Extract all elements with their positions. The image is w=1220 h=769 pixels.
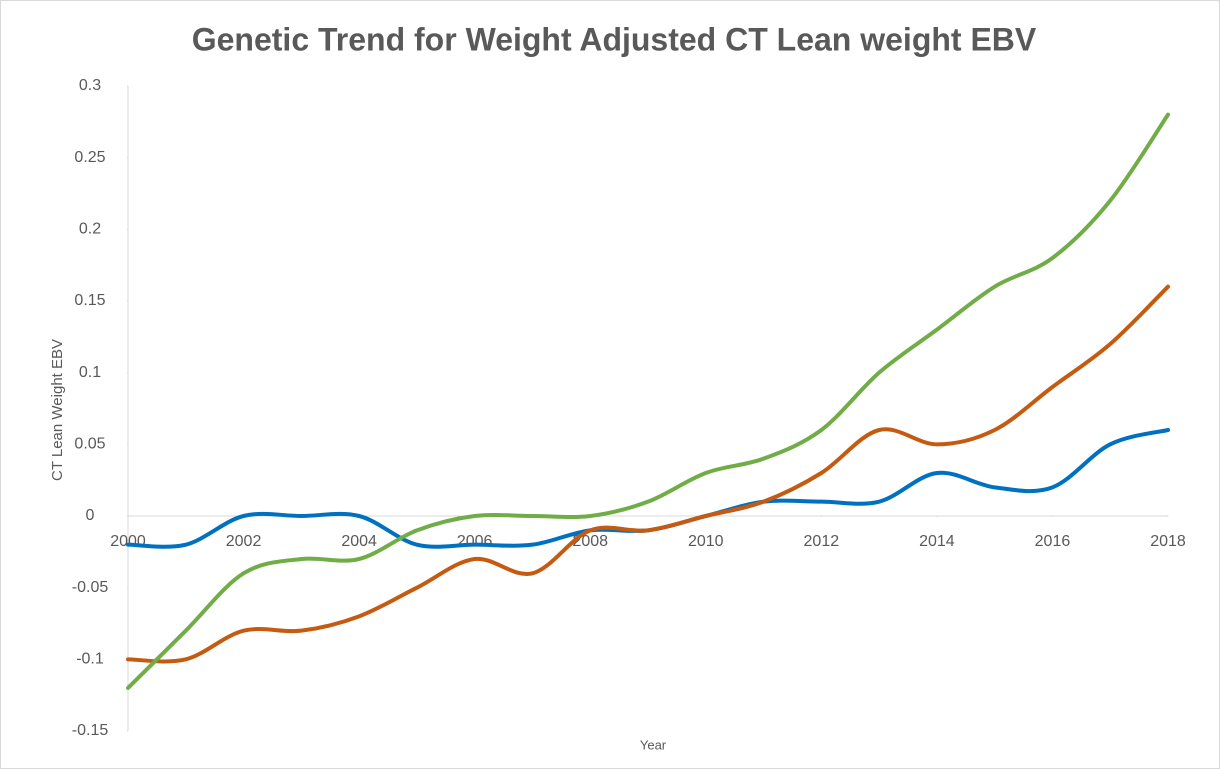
x-tick-label: 2002 xyxy=(226,533,262,550)
y-tick-label: 0.05 xyxy=(74,436,105,453)
x-tick-label: 2016 xyxy=(1035,533,1071,550)
y-tick-label: 0.3 xyxy=(79,77,101,94)
x-axis-title: Year xyxy=(640,737,667,752)
y-tick-label: 0.1 xyxy=(79,364,101,381)
x-tick-label: 2010 xyxy=(688,533,724,550)
y-tick-label: 0.15 xyxy=(74,292,105,309)
series-line xyxy=(126,112,1170,690)
x-tick-label: 2014 xyxy=(919,533,955,550)
x-tick-label: 2018 xyxy=(1150,533,1186,550)
y-axis-title: CT Lean Weight EBV xyxy=(49,339,66,481)
x-tick-label: 2000 xyxy=(110,533,146,550)
x-tick-label: 2006 xyxy=(457,533,493,550)
y-tick-label: 0.2 xyxy=(79,221,101,238)
y-tick-label: 0 xyxy=(86,507,95,524)
y-tick-label: -0.05 xyxy=(72,579,109,596)
y-tick-label: -0.15 xyxy=(72,722,109,739)
chart-title: Genetic Trend for Weight Adjusted CT Lea… xyxy=(192,21,1037,57)
x-tick-label: 2004 xyxy=(341,533,377,550)
y-tick-label: -0.1 xyxy=(76,651,104,668)
x-tick-label: 2012 xyxy=(804,533,840,550)
y-tick-label: 0.25 xyxy=(74,149,105,166)
series-line xyxy=(126,284,1170,664)
